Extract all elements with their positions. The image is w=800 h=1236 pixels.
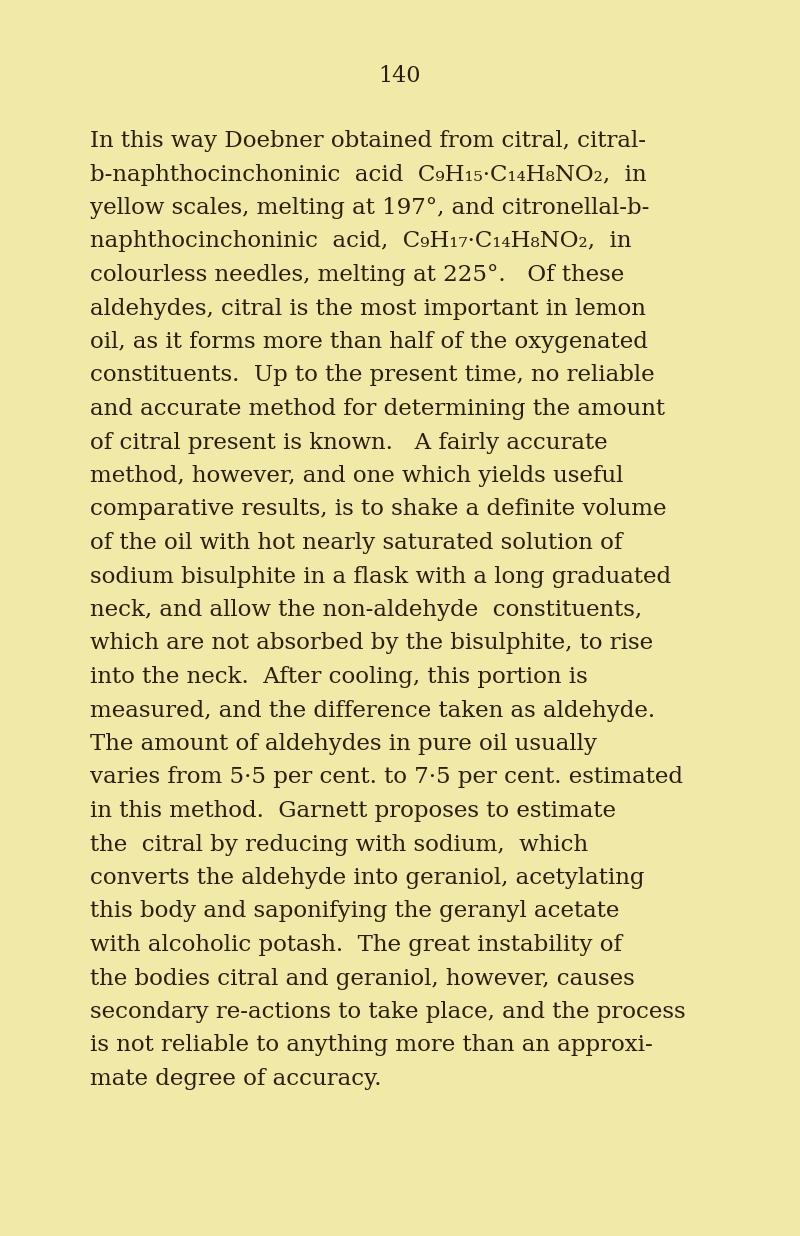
Text: and accurate method for determining the amount: and accurate method for determining the …	[90, 398, 665, 420]
Text: aldehydes, citral is the most important in lemon: aldehydes, citral is the most important …	[90, 298, 646, 319]
Text: which are not absorbed by the bisulphite, to rise: which are not absorbed by the bisulphite…	[90, 633, 653, 655]
Text: In this way Doebner obtained from citral, citral-: In this way Doebner obtained from citral…	[90, 130, 646, 152]
Text: neck, and allow the non-aldehyde  constituents,: neck, and allow the non-aldehyde constit…	[90, 599, 642, 620]
Text: 140: 140	[378, 66, 422, 87]
Text: the  citral by reducing with sodium,  which: the citral by reducing with sodium, whic…	[90, 833, 588, 855]
Text: measured, and the difference taken as aldehyde.: measured, and the difference taken as al…	[90, 700, 655, 722]
Text: into the neck.  After cooling, this portion is: into the neck. After cooling, this porti…	[90, 666, 588, 688]
Text: colourless needles, melting at 225°.   Of these: colourless needles, melting at 225°. Of …	[90, 265, 624, 286]
Text: comparative results, is to shake a definite volume: comparative results, is to shake a defin…	[90, 498, 666, 520]
Text: sodium bisulphite in a flask with a long graduated: sodium bisulphite in a flask with a long…	[90, 566, 671, 587]
Text: with alcoholic potash.  The great instability of: with alcoholic potash. The great instabi…	[90, 934, 622, 955]
Text: is not reliable to anything more than an approxi-: is not reliable to anything more than an…	[90, 1035, 653, 1057]
Text: of the oil with hot nearly saturated solution of: of the oil with hot nearly saturated sol…	[90, 531, 622, 554]
Text: secondary re-actions to take place, and the process: secondary re-actions to take place, and …	[90, 1001, 686, 1023]
Text: of citral present is known.   A fairly accurate: of citral present is known. A fairly acc…	[90, 431, 608, 454]
Text: varies from 5·5 per cent. to 7·5 per cent. estimated: varies from 5·5 per cent. to 7·5 per cen…	[90, 766, 683, 789]
Text: oil, as it forms more than half of the oxygenated: oil, as it forms more than half of the o…	[90, 331, 648, 353]
Text: b-naphthocinchoninic  acid  C₉H₁₅·C₁₄H₈NO₂,  in: b-naphthocinchoninic acid C₉H₁₅·C₁₄H₈NO₂…	[90, 163, 646, 185]
Text: mate degree of accuracy.: mate degree of accuracy.	[90, 1068, 382, 1090]
Text: in this method.  Garnett proposes to estimate: in this method. Garnett proposes to esti…	[90, 800, 616, 822]
Text: the bodies citral and geraniol, however, causes: the bodies citral and geraniol, however,…	[90, 968, 634, 990]
Text: yellow scales, melting at 197°, and citronellal-b-: yellow scales, melting at 197°, and citr…	[90, 197, 650, 219]
Text: method, however, and one which yields useful: method, however, and one which yields us…	[90, 465, 623, 487]
Text: this body and saponifying the geranyl acetate: this body and saponifying the geranyl ac…	[90, 901, 619, 922]
Text: converts the aldehyde into geraniol, acetylating: converts the aldehyde into geraniol, ace…	[90, 866, 645, 889]
Text: naphthocinchoninic  acid,  C₉H₁₇·C₁₄H₈NO₂,  in: naphthocinchoninic acid, C₉H₁₇·C₁₄H₈NO₂,…	[90, 230, 631, 252]
Text: constituents.  Up to the present time, no reliable: constituents. Up to the present time, no…	[90, 365, 654, 387]
Text: The amount of aldehydes in pure oil usually: The amount of aldehydes in pure oil usua…	[90, 733, 597, 755]
